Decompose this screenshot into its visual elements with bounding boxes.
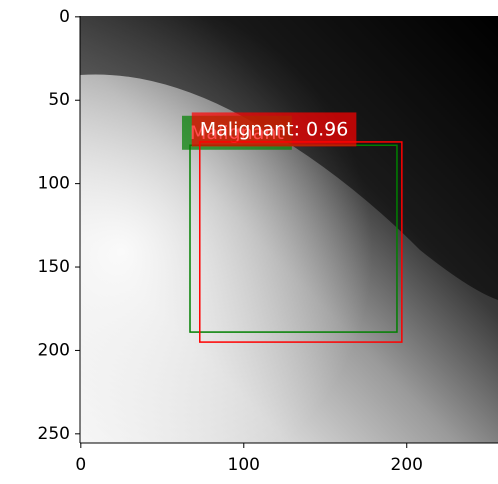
label-background bbox=[191, 112, 357, 147]
y-tick-label: 0 bbox=[59, 7, 70, 27]
y-tick-label: 50 bbox=[48, 90, 70, 110]
y-tick-label: 150 bbox=[38, 257, 70, 277]
y-tick-label: 100 bbox=[38, 174, 70, 194]
x-tick-label: 200 bbox=[391, 455, 423, 475]
x-tick-label: 100 bbox=[228, 455, 260, 475]
x-tick-label: 0 bbox=[75, 455, 86, 475]
y-tick-label: 250 bbox=[38, 424, 70, 444]
y-tick-label: 200 bbox=[38, 340, 70, 360]
box-label: Malignant: 0.96 bbox=[200, 118, 349, 140]
image bbox=[80, 16, 498, 443]
